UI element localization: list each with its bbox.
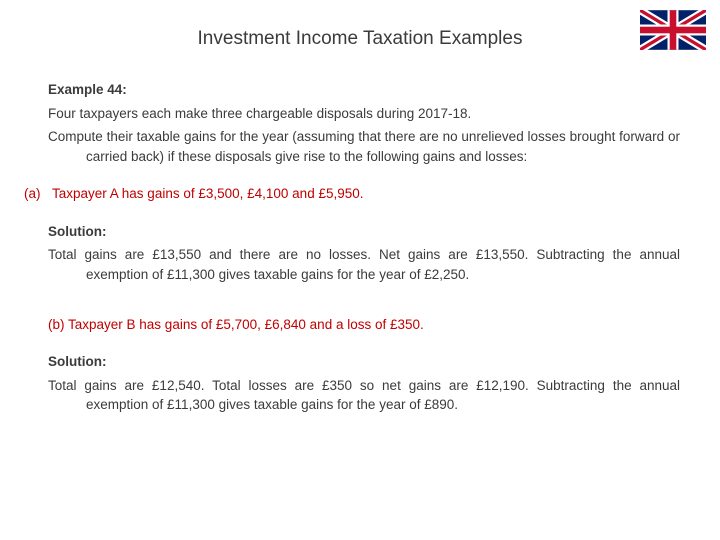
intro-paragraph-1: Four taxpayers each make three chargeabl… [48,104,680,124]
solution-a-text: Total gains are £13,550 and there are no… [48,245,680,284]
uk-flag-icon [640,10,706,50]
item-a-text: Taxpayer A has gains of £3,500, £4,100 a… [52,184,680,204]
taxpayer-b-item: (b) Taxpayer B has gains of £5,700, £6,8… [48,315,680,335]
solution-b-label: Solution: [48,352,680,372]
intro-paragraph-2: Compute their taxable gains for the year… [48,127,680,166]
solution-b-text: Total gains are £12,540. Total losses ar… [48,376,680,415]
solution-a-label: Solution: [48,222,680,242]
page-title: Investment Income Taxation Examples [40,28,680,50]
example-label: Example 44: [48,80,680,100]
taxpayer-a-item: (a) Taxpayer A has gains of £3,500, £4,1… [40,184,680,204]
item-a-marker: (a) [24,184,52,204]
document-body: Example 44: Four taxpayers each make thr… [40,80,680,415]
